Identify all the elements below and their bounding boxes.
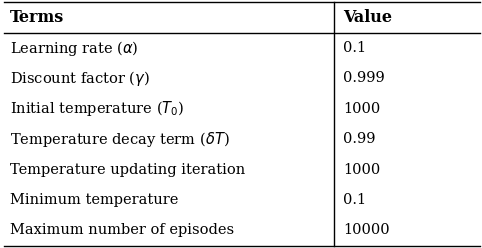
- Text: 0.999: 0.999: [343, 71, 385, 85]
- Text: 1000: 1000: [343, 102, 380, 116]
- Text: Value: Value: [343, 9, 392, 26]
- Text: Terms: Terms: [10, 9, 64, 26]
- Text: Maximum number of episodes: Maximum number of episodes: [10, 223, 234, 237]
- Text: 1000: 1000: [343, 163, 380, 177]
- Text: Minimum temperature: Minimum temperature: [10, 193, 178, 207]
- Text: Initial temperature ($T_0$): Initial temperature ($T_0$): [10, 99, 184, 118]
- Text: Temperature decay term ($\delta T$): Temperature decay term ($\delta T$): [10, 130, 229, 149]
- Text: 10000: 10000: [343, 223, 390, 237]
- Text: 0.1: 0.1: [343, 41, 366, 55]
- Text: 0.99: 0.99: [343, 132, 375, 146]
- Text: Temperature updating iteration: Temperature updating iteration: [10, 163, 245, 177]
- Text: Discount factor ($\gamma$): Discount factor ($\gamma$): [10, 69, 149, 88]
- Text: Learning rate ($\alpha$): Learning rate ($\alpha$): [10, 38, 138, 58]
- Text: 0.1: 0.1: [343, 193, 366, 207]
